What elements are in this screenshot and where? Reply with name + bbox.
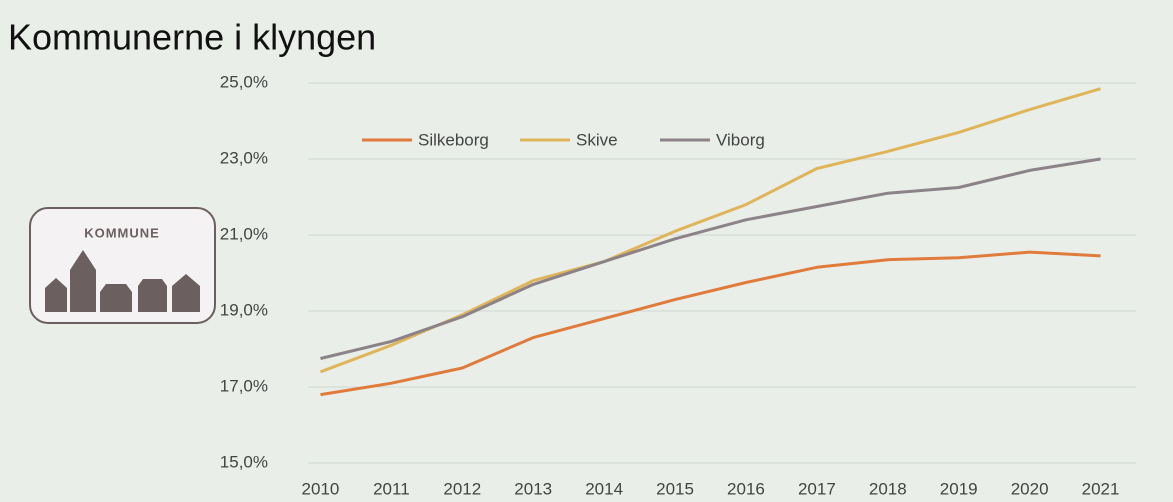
logo-text: KOMMUNE <box>84 225 160 240</box>
x-tick-label: 2021 <box>1082 479 1120 498</box>
x-tick-label: 2016 <box>727 479 765 498</box>
logo-houses <box>45 250 200 312</box>
x-tick-label: 2014 <box>585 479 623 498</box>
legend-label: Viborg <box>716 130 765 149</box>
x-tick-label: 2011 <box>373 479 410 498</box>
line <box>320 250 1101 397</box>
x-tick-label: 2010 <box>302 479 340 498</box>
y-tick-label: 23,0% <box>220 148 268 167</box>
chart-title: Kommunerne i klyngen <box>8 17 376 58</box>
x-tick-label: 2019 <box>940 479 978 498</box>
x-tick-label: 2017 <box>798 479 836 498</box>
y-tick-label: 19,0% <box>220 300 268 319</box>
legend-label: Skive <box>576 130 618 149</box>
y-tick-label: 17,0% <box>220 376 268 395</box>
legend-label: Silkeborg <box>418 130 489 149</box>
y-tick-label: 21,0% <box>220 224 268 243</box>
x-tick-label: 2018 <box>869 479 907 498</box>
x-tick-label: 2015 <box>656 479 694 498</box>
logo: KOMMUNE <box>29 207 216 324</box>
line <box>320 157 1101 360</box>
y-tick-label: 25,0% <box>220 72 268 91</box>
x-tick-label: 2012 <box>443 479 481 498</box>
x-tick-label: 2013 <box>514 479 552 498</box>
y-tick-label: 15,0% <box>220 452 268 471</box>
x-tick-label: 2020 <box>1011 479 1049 498</box>
